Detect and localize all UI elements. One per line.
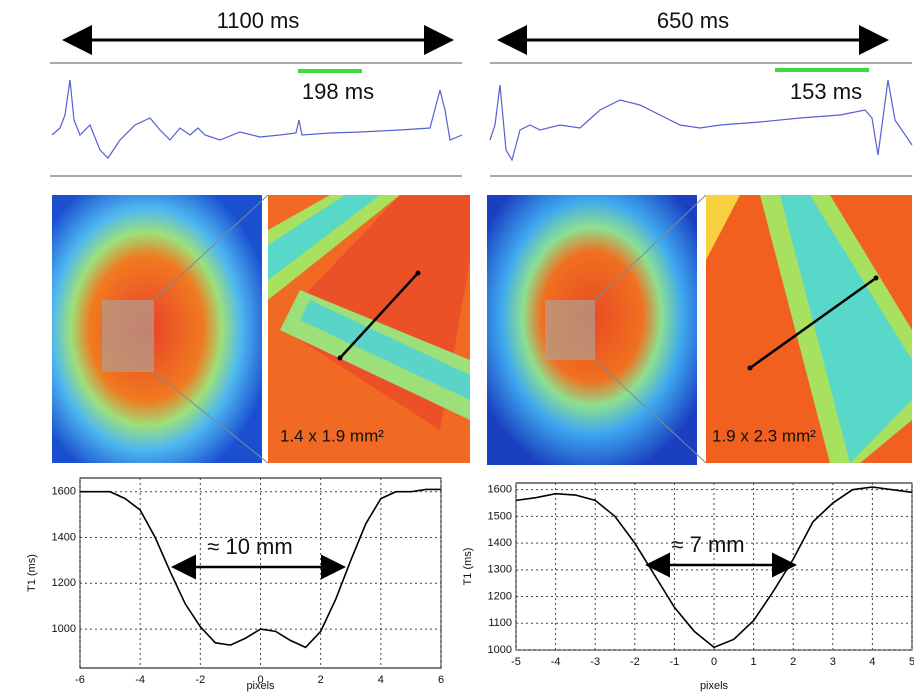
zoom-line: [594, 194, 707, 301]
y-tick-label: 1300: [488, 564, 512, 576]
width-annotation: ≈ 7 mm: [671, 532, 744, 557]
ecg-trace: [51, 79, 463, 159]
x-tick-label: 5: [909, 656, 914, 668]
resolution-label: 1.4 x 1.9 mm²: [280, 426, 384, 445]
window-label: 198 ms: [302, 79, 374, 104]
profile-end: [337, 355, 343, 361]
x-tick-label: -2: [630, 656, 640, 668]
roi-box: [545, 300, 595, 360]
x-tick-label: 3: [830, 656, 836, 668]
width-annotation: ≈ 10 mm: [207, 534, 292, 559]
x-tick-label: 4: [869, 656, 875, 668]
x-tick-label: -4: [135, 674, 145, 686]
y-tick-label: 1200: [488, 590, 512, 602]
y-axis-label: T1 (ms): [462, 548, 474, 586]
profile-line: [339, 272, 419, 359]
zoom-map: [706, 195, 912, 463]
profile-end: [747, 365, 753, 371]
acquisition-window: [298, 69, 362, 73]
x-tick-label: -5: [511, 656, 521, 668]
x-tick-label: -1: [670, 656, 680, 668]
x-axis-label: pixels: [700, 680, 729, 692]
profile-end: [415, 270, 421, 276]
zoom-line: [153, 371, 269, 464]
y-axis-label: T1 (ms): [26, 554, 38, 592]
x-tick-label: -6: [75, 674, 85, 686]
x-tick-label: 0: [711, 656, 717, 668]
x-tick-label: -2: [195, 674, 205, 686]
window-label: 153 ms: [790, 79, 862, 104]
y-tick-label: 1600: [488, 484, 512, 496]
zoom-line: [153, 194, 269, 301]
x-tick-label: 2: [318, 674, 324, 686]
profile-line: [749, 276, 877, 370]
y-tick-label: 1000: [488, 644, 512, 656]
zoom-line: [594, 359, 707, 464]
data-line: [80, 488, 441, 649]
x-axis-label: pixels: [246, 680, 275, 692]
y-tick-label: 1200: [52, 577, 76, 589]
t1-map: [52, 195, 262, 463]
x-tick-label: -4: [551, 656, 561, 668]
x-tick-label: 4: [378, 674, 384, 686]
x-tick-label: -3: [590, 656, 600, 668]
profile-end: [873, 275, 879, 281]
y-tick-label: 1400: [52, 531, 76, 543]
data-line: [515, 486, 913, 649]
x-tick-label: 2: [790, 656, 796, 668]
x-tick-label: 6: [438, 674, 444, 686]
ecg-trace: [489, 79, 913, 162]
zoom-map: [268, 195, 470, 463]
rr-label: 1100 ms: [217, 8, 300, 33]
rr-label: 650 ms: [657, 8, 729, 33]
ecg-panel: [50, 62, 912, 177]
y-tick-label: 1000: [52, 623, 76, 635]
x-tick-label: 0: [257, 674, 263, 686]
resolution-label: 1.9 x 2.3 mm²: [712, 426, 816, 445]
acquisition-window: [775, 68, 869, 72]
y-tick-label: 1400: [488, 537, 512, 549]
x-tick-label: 1: [751, 656, 757, 668]
roi-box: [102, 300, 154, 372]
y-tick-label: 1600: [52, 486, 76, 498]
y-tick-label: 1500: [488, 510, 512, 522]
y-tick-label: 1100: [488, 617, 512, 629]
